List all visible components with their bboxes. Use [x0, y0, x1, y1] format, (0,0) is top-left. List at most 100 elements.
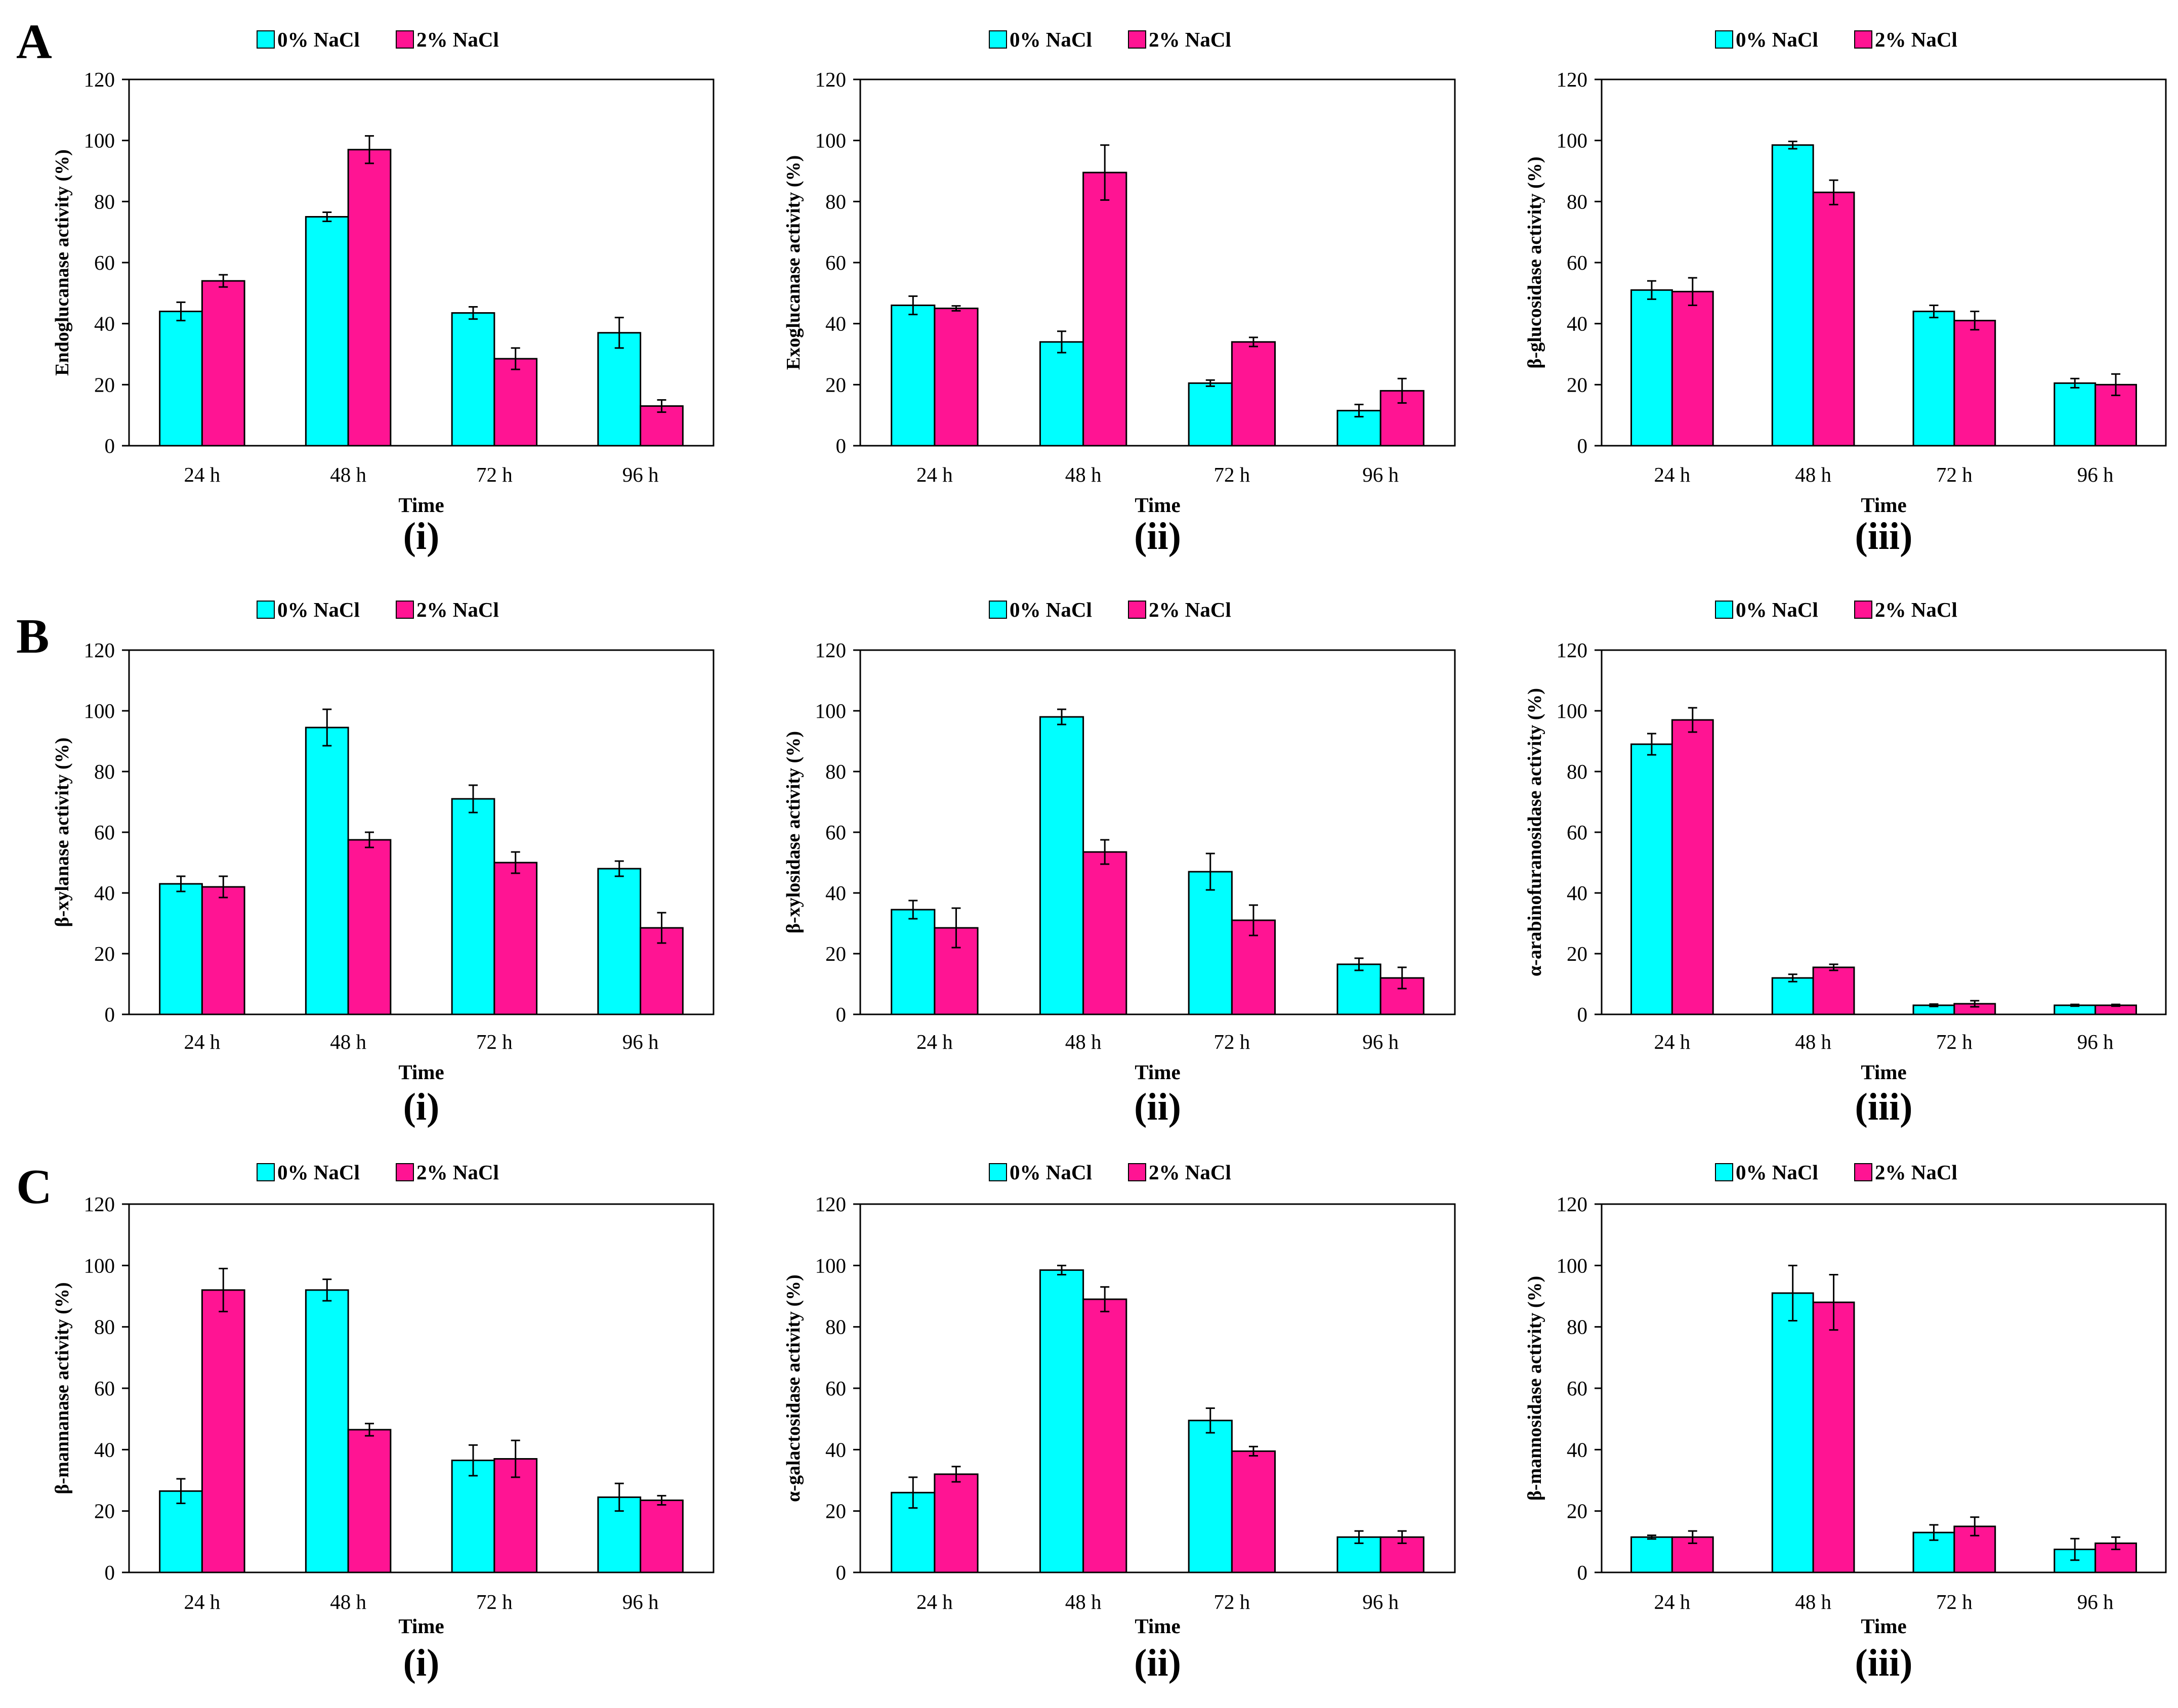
plot-frame [859, 78, 1456, 447]
legend-label: 0% NaCl [1010, 1161, 1092, 1184]
y-tick-label: 60 [94, 251, 115, 274]
x-tick-label: 24 h [184, 1590, 221, 1613]
y-axis-title: Endoglucanase activity (%) [52, 149, 73, 376]
y-tick-label: 0 [836, 434, 847, 457]
panel-label: (i) [403, 515, 440, 558]
bar [1379, 1536, 1425, 1573]
legend-swatch [989, 601, 1007, 619]
bar [891, 909, 936, 1015]
x-tick-label: 96 h [2077, 1030, 2114, 1053]
y-tick-label: 100 [815, 129, 847, 152]
legend-label: 0% NaCl [1736, 28, 1818, 51]
chart-panel: 0% NaCl 2% NaCl 0 20 40 60 80 100 120 24 h 48 h 72 … [783, 28, 1456, 558]
x-tick-label: 72 h [1214, 1030, 1250, 1053]
bar [1912, 311, 1955, 447]
y-tick-label: 60 [94, 1377, 115, 1400]
x-tick-label: 24 h [916, 1590, 953, 1613]
bar [159, 311, 203, 447]
legend-swatch [257, 30, 275, 49]
x-tick-label: 96 h [1362, 1590, 1399, 1613]
legend-label: 0% NaCl [1010, 28, 1092, 51]
x-tick-label: 24 h [1654, 1590, 1691, 1613]
x-tick-label: 96 h [2077, 463, 2114, 486]
chart-panel: 0% NaCl 2% NaCl 0 20 40 60 80 100 120 24 h 48 h 72 … [783, 598, 1456, 1128]
y-tick-label: 100 [1557, 129, 1588, 152]
y-tick-label: 120 [1557, 1192, 1588, 1216]
x-tick-label: 24 h [916, 1030, 953, 1053]
y-tick-label: 80 [1567, 1315, 1587, 1339]
bar [1630, 289, 1673, 447]
bar [1771, 977, 1814, 1015]
legend-swatch [989, 1163, 1007, 1181]
legend-label: 0% NaCl [277, 598, 360, 621]
y-axis-title: α-arabinofuranosidase activity (%) [1524, 688, 1545, 976]
bar [2054, 382, 2097, 447]
legend-label: 0% NaCl [277, 1161, 360, 1184]
y-tick-label: 60 [1567, 251, 1587, 274]
x-tick-label: 96 h [1362, 1030, 1399, 1053]
bar [347, 149, 392, 447]
bar [1671, 290, 1714, 447]
x-tick-label: 48 h [1795, 1030, 1831, 1053]
bar [305, 1289, 349, 1573]
panel-label: (i) [403, 1086, 440, 1128]
bar [1812, 191, 1855, 447]
x-tick-label: 48 h [1065, 463, 1102, 486]
x-axis-title: Time [1861, 1614, 1906, 1638]
bar [1953, 320, 1996, 447]
y-tick-label: 0 [1577, 1003, 1588, 1026]
y-tick-label: 20 [1567, 942, 1587, 965]
y-tick-label: 100 [1557, 699, 1588, 722]
x-axis-title: Time [1135, 1060, 1180, 1084]
chart-panel: 0% NaCl 2% NaCl 0 20 40 60 80 100 120 24 h 48 h 72 … [783, 1161, 1456, 1684]
legend-swatch [1128, 30, 1146, 49]
y-tick-label: 20 [1567, 1500, 1587, 1523]
bar [305, 727, 349, 1015]
bar [1812, 1301, 1855, 1573]
y-tick-label: 80 [825, 760, 846, 783]
legend-swatch [1715, 30, 1733, 49]
y-tick-label: 40 [1567, 881, 1587, 905]
panel-label: (ii) [1134, 1642, 1181, 1684]
plot-frame [1601, 1203, 2167, 1573]
y-tick-label: 60 [825, 821, 846, 844]
bar [347, 1429, 392, 1573]
x-axis-title: Time [398, 493, 444, 517]
y-tick-label: 40 [94, 1438, 115, 1461]
y-tick-label: 80 [1567, 760, 1587, 783]
section-letter: B [16, 609, 49, 664]
legend-label: 2% NaCl [1149, 598, 1231, 621]
legend-label: 0% NaCl [277, 28, 360, 51]
bar [1039, 341, 1084, 447]
panel-label: (iii) [1855, 1642, 1913, 1684]
y-tick-label: 20 [825, 373, 846, 396]
y-tick-label: 120 [84, 68, 115, 91]
bar [597, 868, 642, 1015]
y-tick-label: 40 [825, 881, 846, 905]
panel-label: (iii) [1855, 1086, 1913, 1128]
bar [1630, 743, 1673, 1015]
y-tick-label: 80 [94, 1315, 115, 1339]
y-tick-label: 20 [94, 373, 115, 396]
x-tick-label: 48 h [330, 1590, 366, 1613]
x-tick-label: 72 h [476, 1030, 513, 1053]
legend-label: 2% NaCl [416, 28, 499, 51]
y-tick-label: 80 [94, 190, 115, 213]
legend-swatch [1128, 1163, 1146, 1181]
y-tick-label: 40 [825, 1438, 846, 1461]
section-letter: A [16, 15, 52, 69]
x-axis-title: Time [1135, 1614, 1180, 1638]
y-tick-label: 40 [825, 312, 846, 335]
y-tick-label: 0 [105, 1003, 115, 1026]
y-tick-label: 120 [815, 68, 847, 91]
x-axis-title: Time [1861, 493, 1906, 517]
x-tick-label: 24 h [916, 463, 953, 486]
chart-panel: C 0% NaCl 2% NaCl 0 20 40 60 80 100 120 24 h 48 h 72… [16, 1160, 715, 1684]
bar [201, 886, 245, 1015]
bar [1082, 1298, 1127, 1573]
x-tick-label: 96 h [1362, 463, 1399, 486]
y-tick-label: 40 [1567, 1438, 1587, 1461]
y-tick-label: 120 [815, 1192, 847, 1216]
legend-swatch [1854, 1163, 1872, 1181]
plot-frame [128, 1203, 715, 1573]
